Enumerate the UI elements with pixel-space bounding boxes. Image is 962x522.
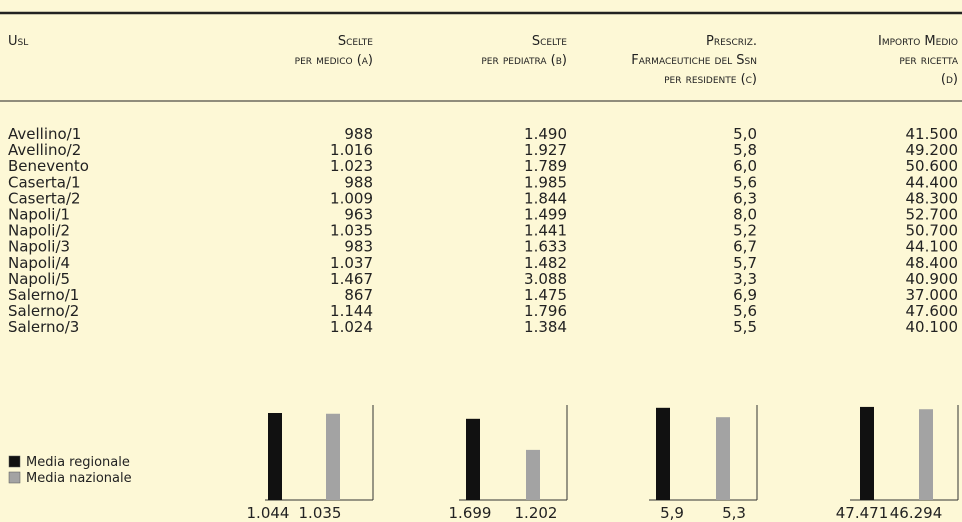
header-label: per residente (c): [664, 72, 757, 87]
cell: 1.475: [524, 286, 567, 304]
cell: 41.500: [906, 125, 959, 143]
cell: 1.144: [330, 302, 373, 320]
cell: 1.009: [330, 189, 373, 207]
cell: 1.844: [524, 189, 567, 207]
header-label: per medico (a): [295, 53, 373, 68]
cell: 983: [344, 238, 373, 256]
bar: [716, 417, 730, 500]
cell: 6,7: [733, 238, 757, 256]
row-label: Salerno/2: [8, 302, 79, 320]
row-label: Napoli/1: [8, 206, 70, 224]
cell: 1.482: [524, 254, 567, 272]
cell: 1.633: [524, 238, 567, 256]
cell: 1.023: [330, 157, 373, 175]
cell: 50.700: [906, 222, 959, 240]
bar: [656, 407, 670, 500]
cell: 5,7: [733, 254, 757, 272]
cell: 52.700: [906, 206, 959, 224]
cell: 5,2: [733, 222, 757, 240]
header-label: Scelte: [338, 34, 373, 49]
cell: 50.600: [906, 157, 959, 175]
cell: 47.600: [906, 302, 959, 320]
bar: [268, 413, 282, 500]
header-label: Prescriz.: [706, 34, 757, 49]
header-label: Usl: [8, 34, 28, 49]
cell: 1.016: [330, 141, 373, 159]
cell: 3,3: [733, 270, 757, 288]
header-label: Scelte: [532, 34, 567, 49]
row-label: Avellino/2: [8, 141, 81, 159]
cell: 1.441: [524, 222, 567, 240]
cell: 49.200: [906, 141, 959, 159]
row-label: Napoli/4: [8, 254, 70, 272]
bar-value-label: 46.294: [890, 504, 943, 522]
cell: 1.490: [524, 125, 567, 143]
cell: 5,6: [733, 302, 757, 320]
cell: 1.927: [524, 141, 567, 159]
cell: 1.789: [524, 157, 567, 175]
cell: 48.300: [906, 189, 959, 207]
header-label: (d): [941, 72, 958, 87]
row-label: Avellino/1: [8, 125, 81, 143]
header-label: Importo Medio: [878, 34, 958, 49]
cell: 6,3: [733, 189, 757, 207]
header-label: per ricetta: [899, 53, 959, 68]
cell: 1.384: [524, 318, 567, 336]
bar-value-label: 1.202: [515, 504, 558, 522]
bar-value-label: 1.044: [247, 504, 290, 522]
cell: 6,9: [733, 286, 757, 304]
row-label: Caserta/2: [8, 189, 81, 207]
cell: 867: [344, 286, 373, 304]
bar-value-label: 5,9: [660, 504, 684, 522]
cell: 5,5: [733, 318, 757, 336]
legend-label: Media regionale: [26, 455, 130, 470]
bar: [466, 418, 480, 500]
row-label: Benevento: [8, 157, 89, 175]
legend-label: Media nazionale: [26, 471, 132, 486]
cell: 1.037: [330, 254, 373, 272]
row-label: Salerno/3: [8, 318, 79, 336]
cell: 1.024: [330, 318, 373, 336]
cell: 44.100: [906, 238, 959, 256]
row-label: Napoli/3: [8, 238, 70, 256]
header-label: per pediatra (b): [481, 53, 567, 68]
header-label: Farmaceutiche del Ssn: [631, 53, 757, 68]
cell: 1.467: [330, 270, 373, 288]
cell: 988: [344, 125, 373, 143]
cell: 44.400: [906, 173, 959, 191]
cell: 37.000: [906, 286, 959, 304]
bar: [860, 406, 874, 500]
bar-value-label: 1.699: [449, 504, 492, 522]
cell: 6,0: [733, 157, 757, 175]
cell: 5,6: [733, 173, 757, 191]
row-label: Caserta/1: [8, 173, 81, 191]
cell: 40.900: [906, 270, 959, 288]
cell: 5,8: [733, 141, 757, 159]
cell: 1.035: [330, 222, 373, 240]
bar: [326, 413, 340, 500]
cell: 988: [344, 173, 373, 191]
cell: 48.400: [906, 254, 959, 272]
legend-swatch: [8, 455, 21, 468]
row-label: Napoli/2: [8, 222, 70, 240]
bar-value-label: 5,3: [722, 504, 746, 522]
cell: 1.796: [524, 302, 567, 320]
row-label: Napoli/5: [8, 270, 70, 288]
bar: [919, 409, 933, 500]
row-label: Salerno/1: [8, 286, 79, 304]
cell: 40.100: [906, 318, 959, 336]
cell: 1.985: [524, 173, 567, 191]
bar-value-label: 1.035: [299, 504, 342, 522]
cell: 1.499: [524, 206, 567, 224]
cell: 5,0: [733, 125, 757, 143]
legend-swatch: [8, 471, 21, 484]
bar-value-label: 47.471: [836, 504, 889, 522]
cell: 963: [344, 206, 373, 224]
cell: 3.088: [524, 270, 567, 288]
cell: 8,0: [733, 206, 757, 224]
bar: [526, 449, 540, 500]
